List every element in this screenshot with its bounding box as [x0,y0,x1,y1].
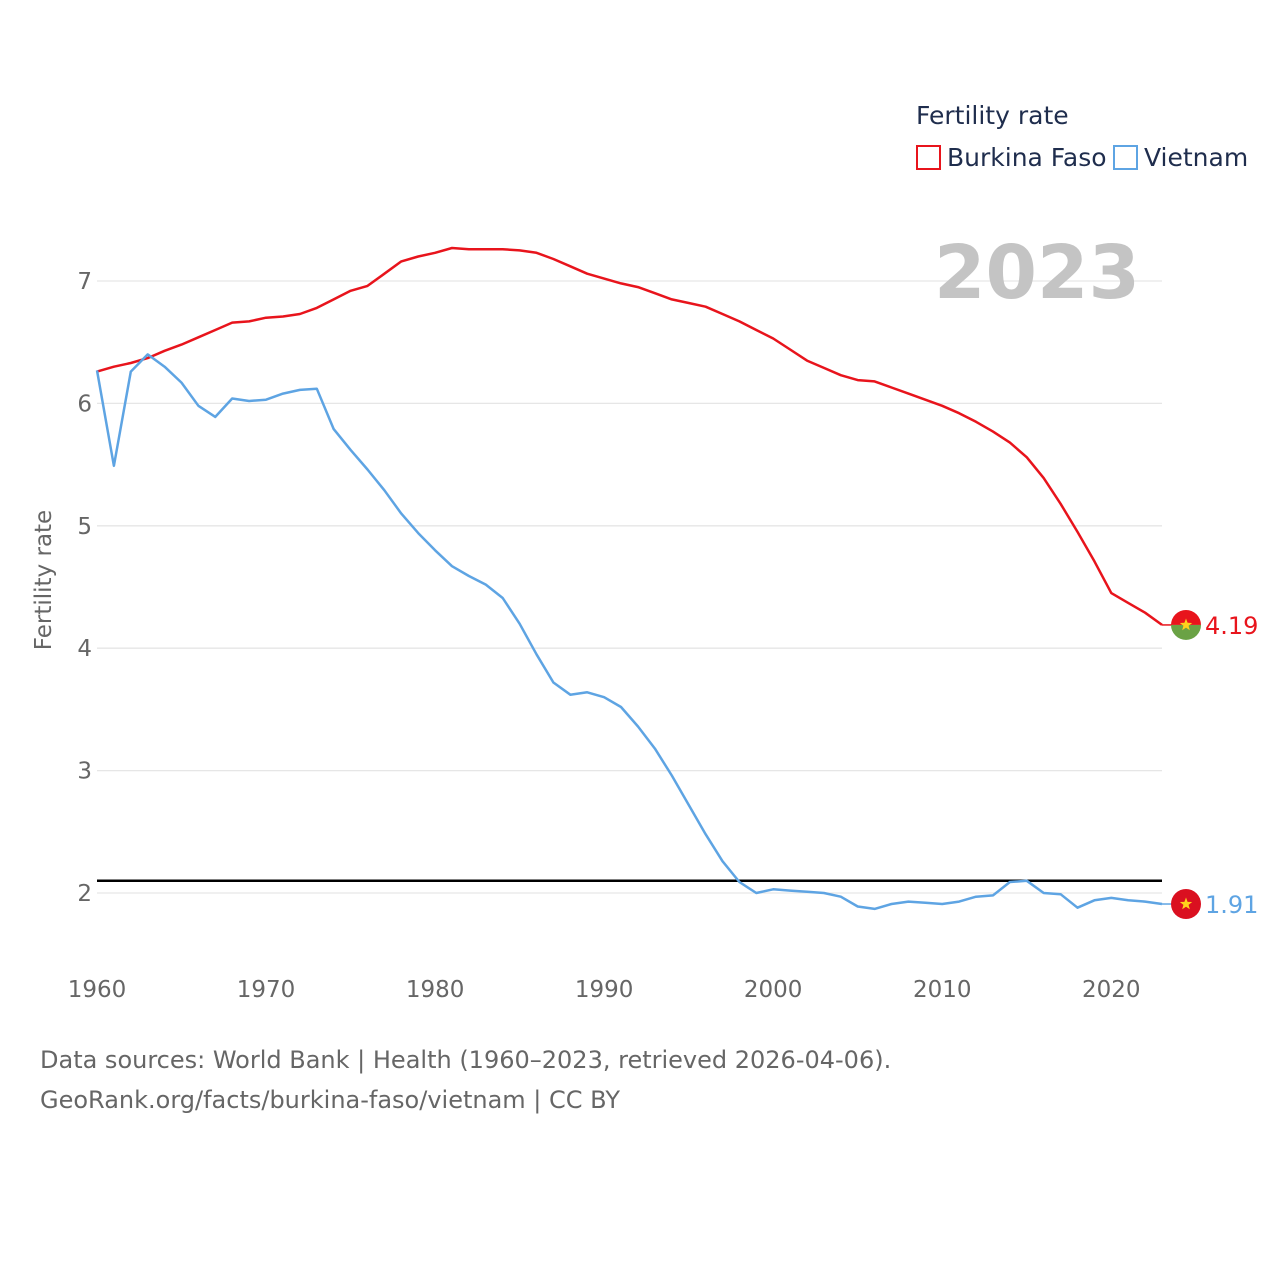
data-source-footer: Data sources: World Bank | Health (1960–… [40,1040,891,1120]
x-tick-label: 1970 [237,977,296,1003]
x-tick-label: 1960 [68,977,127,1003]
series-lines [95,246,1163,911]
y-axis: 2 3 4 5 6 7 [77,269,92,907]
x-tick-label: 2010 [913,977,972,1003]
legend: Fertility rate Burkina Faso Vietnam [916,101,1248,172]
y-tick-label: 6 [77,391,92,417]
y-tick-label: 2 [77,881,92,907]
source-line-2: GeoRank.org/facts/burkina-faso/vietnam |… [40,1086,620,1114]
end-value-label-vietnam: 1.91 [1205,891,1258,919]
series-line-vietnam[interactable] [95,353,1163,911]
y-tick-label: 4 [77,636,92,662]
legend-label-burkina-faso: Burkina Faso [947,143,1107,172]
y-tick-label: 7 [77,269,92,295]
legend-title: Fertility rate [916,101,1069,130]
series-end-markers: 4.19 1.91 [1162,609,1258,920]
gridlines [97,280,1162,894]
legend-swatch-vietnam [1113,145,1138,170]
y-axis-title: Fertility rate [31,510,57,650]
x-tick-label: 1990 [575,977,634,1003]
x-tick-label: 1980 [406,977,465,1003]
end-value-label-burkina-faso: 4.19 [1205,612,1258,640]
year-watermark: 2023 [934,230,1140,316]
x-tick-label: 2020 [1082,977,1141,1003]
x-axis: 1960 1970 1980 1990 2000 2010 2020 [68,977,1141,1003]
series-line-burkina-faso[interactable] [96,246,1163,626]
vietnam-flag-icon [1171,889,1201,920]
legend-label-vietnam: Vietnam [1144,143,1248,172]
y-tick-label: 3 [77,759,92,785]
source-line-1: Data sources: World Bank | Health (1960–… [40,1046,892,1074]
legend-item-vietnam[interactable]: Vietnam [1113,143,1248,172]
legend-swatch-burkina-faso [916,145,941,170]
burkina-faso-flag-icon [1171,609,1201,640]
x-tick-label: 2000 [744,977,803,1003]
legend-item-burkina-faso[interactable]: Burkina Faso [916,143,1107,172]
fertility-rate-chart: 2 3 4 5 6 7 1960 1970 1980 1990 2000 2010 2020 2023… [31,101,1258,1003]
y-tick-label: 5 [77,514,92,540]
